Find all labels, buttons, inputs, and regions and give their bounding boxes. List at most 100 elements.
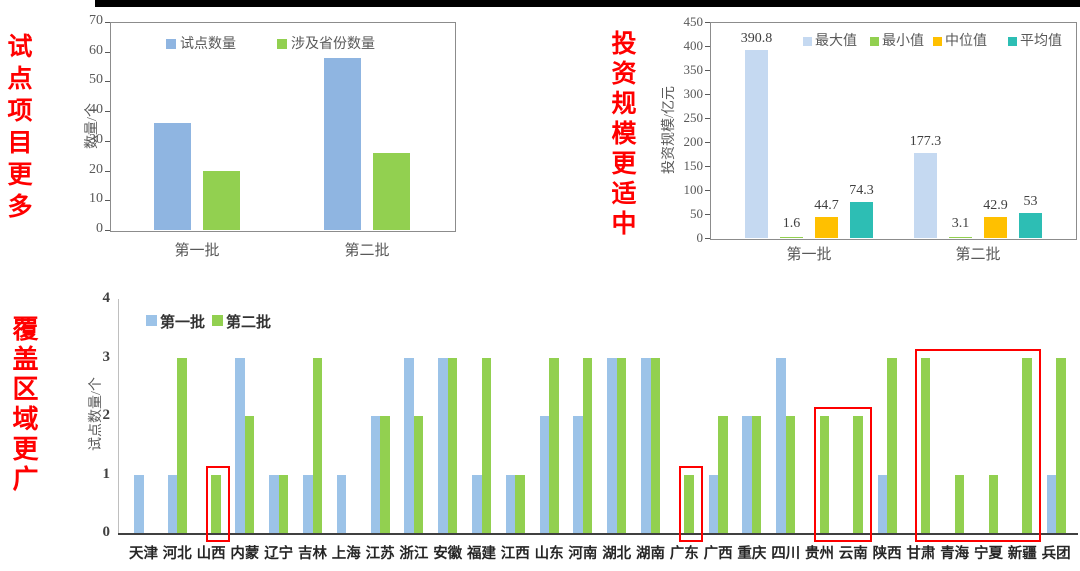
chart2-legend-label: 平均值 [1020, 34, 1062, 49]
chart3-bar-第一批 [877, 474, 888, 533]
chart2-y-tick-label: 300 [683, 86, 704, 101]
chart1-y-tick-label: 60 [89, 42, 103, 58]
chart3-bar-第一批 [708, 474, 719, 533]
chart2-legend-swatch [933, 37, 942, 46]
chart1-y-tick-label: 30 [89, 131, 103, 147]
chart3-legend-label: 第二批 [226, 315, 272, 331]
chart3-x-category-label: 陕西 [872, 546, 902, 562]
chart2-y-tick-mark [705, 142, 710, 143]
chart3-bar-第二批 [684, 474, 694, 533]
chart2-x-category-label: 第二批 [955, 247, 1001, 263]
chart2-data-label: 42.9 [983, 198, 1008, 214]
chart3-legend-swatch [212, 315, 223, 326]
chart3-bar-第一批 [1046, 474, 1057, 533]
chart2-bar-中位值 [984, 217, 1007, 238]
chart3-x-category-label: 广东 [669, 546, 699, 562]
chart3-y-tick-label: 0 [102, 524, 111, 540]
chart1-legend-label: 试点数量 [180, 37, 236, 52]
chart3-x-category-label: 上海 [331, 546, 361, 562]
chart3-bar-第二批 [211, 474, 221, 533]
chart3-bar-第一批 [641, 357, 651, 533]
chart2-y-tick-label: 250 [683, 110, 704, 125]
chart3-x-category-label: 河南 [568, 546, 598, 562]
chart3-bar-第一批 [336, 474, 347, 533]
chart2-y-tick-label: 350 [683, 62, 704, 77]
chart2-y-tick-mark [705, 238, 710, 239]
chart1-legend-swatch [277, 39, 287, 49]
chart1-y-tick-label: 20 [89, 161, 103, 177]
chart3-x-category-label: 广西 [703, 546, 733, 562]
chart3-bar-第二批 [278, 474, 289, 533]
chart3-x-category-label: 青海 [940, 546, 970, 562]
chart2-bar-平均值 [850, 202, 873, 238]
chart3-bar-第二批 [1056, 357, 1066, 533]
chart3-bar-第一批 [539, 416, 550, 533]
chart3-bar-第一批 [370, 416, 381, 533]
chart2-y-tick-mark [705, 94, 710, 95]
chart3-legend-swatch [146, 315, 157, 326]
chart3-y-tick-label: 4 [102, 290, 111, 306]
chart1-y-tick-label: 50 [89, 72, 103, 88]
chart2-y-tick-label: 100 [683, 182, 704, 197]
chart3-bar-第一批 [438, 357, 448, 533]
chart3-x-category-label: 山东 [534, 546, 564, 562]
chart3-y-axis-line [118, 299, 119, 533]
chart3-bar-第二批 [650, 357, 660, 533]
chart3-bar-第二批 [785, 416, 796, 533]
chart2-y-tick-mark [705, 166, 710, 167]
chart3-highlight-box [814, 407, 873, 542]
chart3-x-category-label: 新疆 [1007, 546, 1037, 562]
chart1-y-tick-mark [105, 140, 110, 142]
chart2-y-tick-label: 150 [683, 158, 704, 173]
chart1-bar-试点数量 [154, 123, 191, 230]
chart3-y-tick-label: 2 [102, 407, 111, 423]
chart3-x-category-label: 山西 [196, 546, 226, 562]
chart3-x-category-label: 辽宁 [264, 546, 294, 562]
chart1-x-category-label: 第一批 [174, 243, 220, 259]
chart2-bar-最大值 [745, 50, 768, 238]
chart3-bar-第二批 [312, 357, 322, 533]
chart3-x-category-label: 湖南 [636, 546, 665, 562]
chart3-bar-第二批 [887, 357, 897, 533]
chart3-x-category-label: 内蒙 [230, 546, 260, 562]
side-title-pilot-projects: 试点项目更多 [4, 33, 33, 225]
chart2-y-tick-label: 450 [683, 14, 704, 29]
chart3-x-category-label: 江苏 [365, 546, 395, 562]
chart2-y-tick-label: 400 [683, 38, 704, 53]
chart2-data-label: 3.1 [951, 215, 970, 231]
chart1-y-tick-mark [105, 170, 110, 172]
chart2-bar-最小值 [949, 236, 972, 238]
chart3-bar-第二批 [988, 474, 998, 533]
chart2-data-label: 177.3 [909, 133, 942, 149]
chart2-bar-最小值 [780, 237, 803, 238]
chart2-bar-中位值 [815, 216, 838, 238]
chart3-x-category-label: 浙江 [399, 546, 429, 562]
chart3-bar-第二批 [751, 416, 762, 533]
chart2-legend-label: 最小值 [882, 34, 924, 49]
chart2-y-tick-label: 200 [683, 134, 704, 149]
chart3-bar-第二批 [380, 416, 390, 533]
chart3-bar-第二批 [1022, 357, 1032, 533]
chart3-x-category-label: 甘肃 [906, 546, 936, 562]
chart1-y-tick-mark [105, 111, 110, 113]
chart3-x-category-label: 福建 [467, 546, 496, 562]
chart3-bar-第一批 [134, 474, 144, 533]
chart1-y-tick-mark [105, 200, 110, 202]
chart2-legend-swatch [803, 37, 812, 46]
chart3-bar-第二批 [481, 357, 491, 533]
chart3-highlight-box [205, 465, 231, 542]
chart2-data-label: 44.7 [814, 197, 839, 213]
chart2-data-label: 1.6 [782, 216, 801, 231]
chart1-bar-试点数量 [324, 57, 361, 230]
chart1-y-tick-label: 10 [89, 191, 103, 207]
chart2-bar-平均值 [1019, 212, 1042, 238]
chart3-bar-第二批 [447, 357, 458, 533]
top-rule [95, 0, 1080, 7]
chart2-data-label: 390.8 [740, 31, 773, 47]
chart3-x-category-label: 云南 [838, 546, 868, 562]
chart2-data-label: 53 [1023, 193, 1038, 209]
chart3-bar-第二批 [954, 474, 965, 533]
chart3-x-category-label: 河北 [162, 546, 192, 562]
